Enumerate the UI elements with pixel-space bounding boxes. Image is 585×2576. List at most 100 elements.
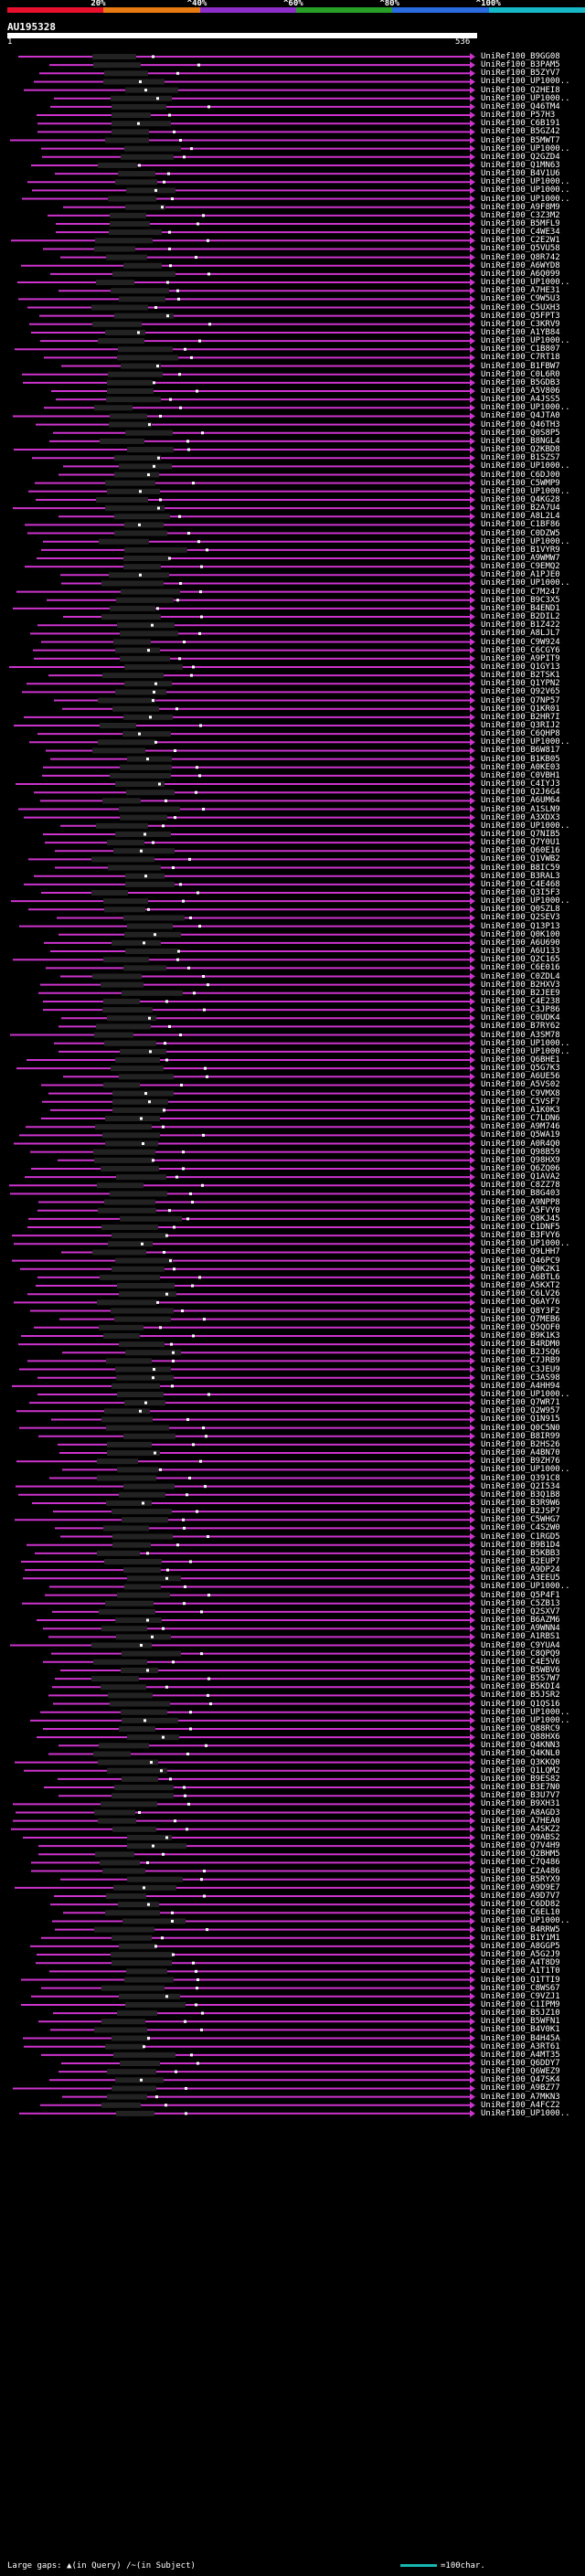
hit-label[interactable]: UniRef100_A9PIT9: [481, 653, 560, 663]
hit-label[interactable]: UniRef100_UP1000..: [481, 1038, 570, 1048]
hit-label[interactable]: UniRef100_Q88RC9: [481, 1724, 560, 1733]
hit-label[interactable]: UniRef100_C3Z3M2: [481, 210, 560, 220]
hit-label[interactable]: UniRef100_Q46TM4: [481, 101, 560, 111]
hit-label[interactable]: UniRef100_Q1AVA2: [481, 1172, 560, 1182]
hit-label[interactable]: UniRef100_UP1000..: [481, 1707, 570, 1717]
hit-label[interactable]: UniRef100_B9GG08: [481, 52, 560, 61]
hit-label[interactable]: UniRef100_P57H3: [481, 111, 556, 121]
hit-label[interactable]: UniRef100_B2DIL2: [481, 612, 560, 622]
hit-label[interactable]: UniRef100_Q5FPT3: [481, 311, 560, 321]
hit-label[interactable]: UniRef100_UP1000..: [481, 737, 570, 747]
hit-label[interactable]: UniRef100_Q3KKQ0: [481, 1757, 560, 1767]
hit-label[interactable]: UniRef100_Q88HX6: [481, 1733, 560, 1743]
hit-label[interactable]: UniRef100_UP1000..: [481, 194, 570, 204]
hit-label[interactable]: UniRef100_C3AS98: [481, 1373, 560, 1383]
hit-label[interactable]: UniRef100_C9VZJ1: [481, 1991, 560, 2001]
hit-label[interactable]: UniRef100_A5V806: [481, 387, 560, 396]
hit-label[interactable]: UniRef100_A5KXT2: [481, 1281, 560, 1291]
hit-label[interactable]: UniRef100_A9BZ77: [481, 2083, 560, 2094]
hit-label[interactable]: UniRef100_A6UM64: [481, 796, 560, 806]
hit-label[interactable]: UniRef100_B2A7U4: [481, 504, 560, 514]
hit-label[interactable]: UniRef100_C9EMQ2: [481, 562, 560, 572]
hit-label[interactable]: UniRef100_A6WYD8: [481, 260, 560, 270]
hit-label[interactable]: UniRef100_Q2KBD8: [481, 445, 560, 455]
hit-label[interactable]: UniRef100_B6W817: [481, 746, 560, 756]
hit-label[interactable]: UniRef100_B6AZM6: [481, 1616, 560, 1626]
hit-label[interactable]: UniRef100_UP1000..: [481, 186, 570, 196]
hit-label[interactable]: UniRef100_Q6DDY7: [481, 2059, 560, 2068]
hit-label[interactable]: UniRef100_C7LDN6: [481, 1114, 560, 1124]
hit-label[interactable]: UniRef100_B4RDM0: [481, 1340, 560, 1350]
hit-label[interactable]: UniRef100_C5WMP9: [481, 478, 560, 488]
hit-label[interactable]: UniRef100_UP1000..: [481, 461, 570, 472]
hit-label[interactable]: UniRef100_C5WHG7: [481, 1515, 560, 1525]
hit-label[interactable]: UniRef100_Q8Y3F2: [481, 1306, 560, 1316]
hit-label[interactable]: UniRef100_Q6BHE1: [481, 1055, 560, 1065]
hit-label[interactable]: UniRef100_Q1MN63: [481, 160, 560, 170]
hit-label[interactable]: UniRef100_C7RT18: [481, 353, 560, 363]
hit-label[interactable]: UniRef100_B8IC59: [481, 863, 560, 873]
hit-label[interactable]: UniRef100_B4RRW5: [481, 1924, 560, 1935]
hit-label[interactable]: UniRef100_B4END1: [481, 603, 560, 613]
hit-label[interactable]: UniRef100_B3R9W6: [481, 1498, 560, 1508]
hit-label[interactable]: UniRef100_B8NGL4: [481, 436, 560, 446]
hit-label[interactable]: UniRef100_C1BF86: [481, 520, 560, 530]
hit-label[interactable]: UniRef100_A6UE56: [481, 1072, 560, 1082]
hit-label[interactable]: UniRef100_C1B807: [481, 345, 560, 355]
hit-label[interactable]: UniRef100_Q9LHH7: [481, 1247, 560, 1257]
hit-label[interactable]: UniRef100_A8GGP5: [481, 1941, 560, 1951]
hit-label[interactable]: UniRef100_Q7MEB6: [481, 1314, 560, 1324]
hit-label[interactable]: UniRef100_C3KRV9: [481, 319, 560, 329]
hit-label[interactable]: UniRef100_Q7NIB5: [481, 829, 560, 839]
hit-label[interactable]: UniRef100_UP1000..: [481, 1916, 570, 1926]
hit-label[interactable]: UniRef100_A5G2J9: [481, 1950, 560, 1960]
hit-label[interactable]: UniRef100_Q2W957: [481, 1406, 560, 1416]
hit-label[interactable]: UniRef100_Q47SK4: [481, 2075, 560, 2085]
hit-label[interactable]: UniRef100_A6BTL6: [481, 1272, 560, 1282]
hit-label[interactable]: UniRef100_A7HEA0: [481, 1816, 560, 1826]
hit-label[interactable]: UniRef100_B3PAM5: [481, 60, 560, 70]
hit-label[interactable]: UniRef100_C4E5V6: [481, 1657, 560, 1667]
hit-label[interactable]: UniRef100_B3U7V7: [481, 1791, 560, 1801]
hit-label[interactable]: UniRef100_Q6AY76: [481, 1298, 560, 1308]
hit-label[interactable]: UniRef100_Q2HEI8: [481, 85, 560, 95]
hit-label[interactable]: UniRef100_B2JSQ6: [481, 1348, 560, 1358]
hit-label[interactable]: UniRef100_B3E7N0: [481, 1783, 560, 1793]
hit-label[interactable]: UniRef100_A9WMW7: [481, 554, 560, 563]
hit-label[interactable]: UniRef100_Q1TTI9: [481, 1975, 560, 1985]
hit-label[interactable]: UniRef100_C0DZW5: [481, 528, 560, 538]
hit-label[interactable]: UniRef100_C6DD82: [481, 1900, 560, 1910]
hit-label[interactable]: UniRef100_B9K1K3: [481, 1330, 560, 1341]
hit-label[interactable]: UniRef100_A4JSS5: [481, 395, 560, 405]
hit-label[interactable]: UniRef100_UP1000..: [481, 1465, 570, 1475]
hit-label[interactable]: UniRef100_UP1000..: [481, 336, 570, 346]
hit-label[interactable]: UniRef100_C4IYJ3: [481, 779, 560, 790]
hit-label[interactable]: UniRef100_C1RGD5: [481, 1532, 560, 1542]
hit-label[interactable]: UniRef100_A1SLN9: [481, 804, 560, 814]
hit-label[interactable]: UniRef100_C9YUA4: [481, 1640, 560, 1650]
hit-label[interactable]: UniRef100_C1IPM9: [481, 1999, 560, 2009]
hit-label[interactable]: UniRef100_C6DJ00: [481, 470, 560, 480]
hit-label[interactable]: UniRef100_Q5WA19: [481, 1130, 560, 1140]
hit-label[interactable]: UniRef100_Q0S8P5: [481, 428, 560, 438]
hit-label[interactable]: UniRef100_C6CGY6: [481, 645, 560, 655]
hit-label[interactable]: UniRef100_Q92V65: [481, 687, 560, 697]
hit-label[interactable]: UniRef100_B4V0K1: [481, 2025, 560, 2035]
hit-label[interactable]: UniRef100_A5VS02: [481, 1080, 560, 1090]
hit-label[interactable]: UniRef100_B9ZH76: [481, 1457, 560, 1467]
hit-label[interactable]: UniRef100_Q8KJ45: [481, 1214, 560, 1224]
hit-label[interactable]: UniRef100_Q7WR71: [481, 1398, 560, 1408]
hit-label[interactable]: UniRef100_C1DNF5: [481, 1223, 560, 1232]
hit-label[interactable]: UniRef100_A1RBS1: [481, 1632, 560, 1642]
hit-label[interactable]: UniRef100_A8L2L4: [481, 512, 560, 522]
hit-label[interactable]: UniRef100_UP1000..: [481, 1582, 570, 1592]
hit-label[interactable]: UniRef100_UP1000..: [481, 578, 570, 588]
hit-label[interactable]: UniRef100_B5KBB3: [481, 1548, 560, 1558]
hit-label[interactable]: UniRef100_C8ZZ78: [481, 1181, 560, 1191]
hit-label[interactable]: UniRef100_UP1000..: [481, 1046, 570, 1056]
hit-label[interactable]: UniRef100_Q1LQM2: [481, 1765, 560, 1776]
hit-label[interactable]: UniRef100_UP1000..: [481, 403, 570, 413]
hit-label[interactable]: UniRef100_Q46TH3: [481, 419, 560, 429]
hit-label[interactable]: UniRef100_Q4KNL0: [481, 1749, 560, 1759]
hit-label[interactable]: UniRef100_Q2C165: [481, 955, 560, 965]
